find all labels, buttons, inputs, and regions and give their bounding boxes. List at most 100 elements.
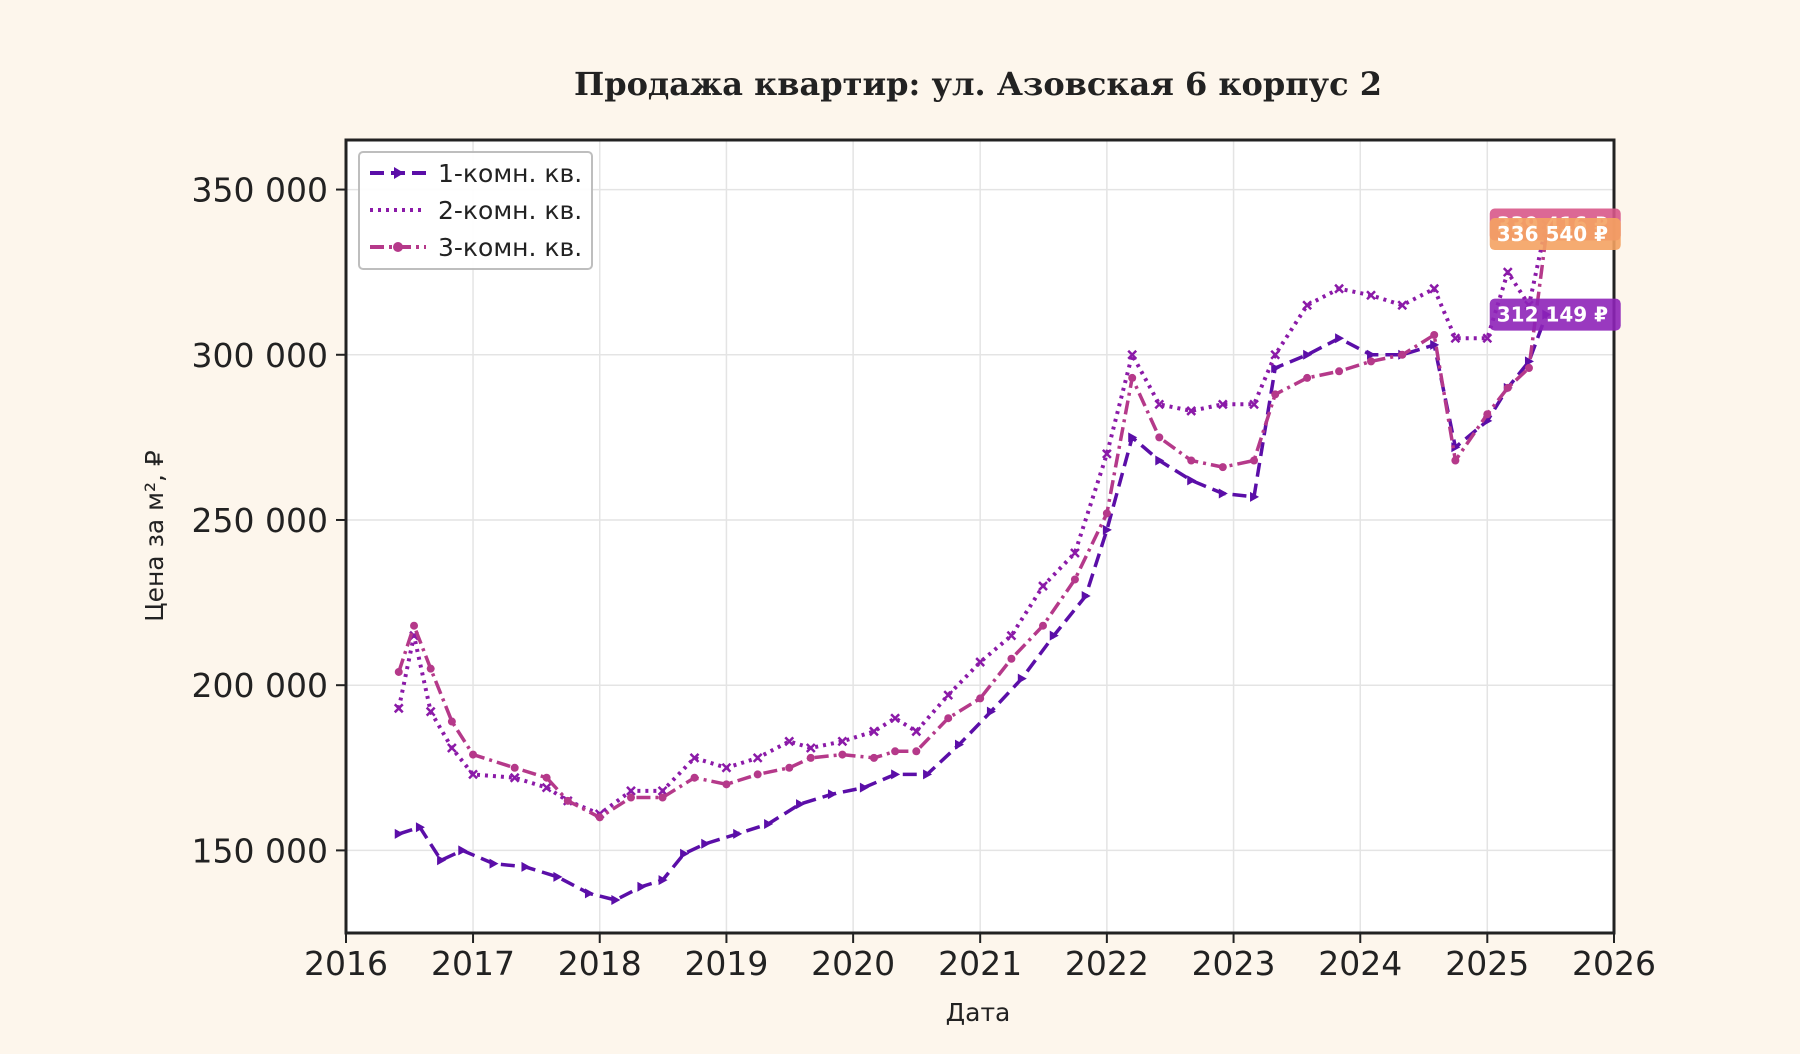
series-line xyxy=(398,313,1548,902)
data-point xyxy=(752,752,763,763)
series-3 xyxy=(394,230,1551,822)
data-point xyxy=(785,763,794,772)
data-point xyxy=(680,848,690,859)
x-tick-label: 2017 xyxy=(431,944,515,983)
data-point xyxy=(1430,330,1439,339)
legend: 1-комн. кв. 2-комн. кв. 3-комн. кв. xyxy=(358,151,593,270)
data-point xyxy=(1155,455,1165,466)
data-point xyxy=(721,762,732,773)
data-point xyxy=(1102,509,1111,518)
data-point xyxy=(1249,399,1259,410)
data-point xyxy=(1366,290,1376,301)
data-point xyxy=(394,667,403,676)
data-point xyxy=(954,739,964,750)
end-label-text: 312 149 ₽ xyxy=(1497,303,1608,327)
data-point xyxy=(1270,349,1281,360)
data-point xyxy=(784,736,795,747)
data-point xyxy=(1250,456,1259,465)
data-point xyxy=(1450,333,1461,344)
data-point xyxy=(912,747,921,756)
data-point xyxy=(1006,630,1017,641)
data-point xyxy=(690,773,699,782)
data-point xyxy=(753,770,762,779)
data-point xyxy=(1482,333,1493,344)
data-point xyxy=(468,769,478,780)
data-point xyxy=(658,875,668,886)
data-point xyxy=(657,786,668,796)
data-point xyxy=(838,750,847,759)
data-point xyxy=(976,694,985,703)
data-point xyxy=(469,750,478,759)
y-tick-label: 200 000 xyxy=(192,666,328,705)
data-point xyxy=(658,793,667,802)
data-point xyxy=(1271,390,1280,399)
data-point xyxy=(986,706,996,717)
data-point xyxy=(837,736,848,747)
data-point xyxy=(437,855,447,866)
legend-label: 1-комн. кв. xyxy=(438,159,582,188)
data-point xyxy=(1070,575,1079,584)
data-point xyxy=(563,796,572,805)
data-point xyxy=(1483,410,1492,419)
legend-box xyxy=(358,151,593,270)
data-point xyxy=(1218,463,1227,472)
data-point xyxy=(541,782,552,793)
data-point xyxy=(1007,654,1016,663)
end-label-text: 336 540 ₽ xyxy=(1497,222,1608,246)
data-point xyxy=(637,881,647,892)
data-point xyxy=(869,753,878,762)
data-point xyxy=(447,717,456,726)
y-tick-label: 150 000 xyxy=(192,831,328,870)
data-point xyxy=(891,769,901,780)
data-point xyxy=(944,714,953,723)
data-point xyxy=(1334,283,1344,294)
data-point xyxy=(553,871,563,882)
x-axis-label: Дата xyxy=(946,998,1011,1027)
y-tick-label: 250 000 xyxy=(192,501,328,540)
data-point xyxy=(1154,399,1165,410)
y-tick-label: 350 000 xyxy=(192,171,328,210)
data-point xyxy=(1186,406,1197,416)
legend-marker xyxy=(394,167,404,179)
data-point xyxy=(1524,363,1533,372)
data-point xyxy=(1303,373,1312,382)
y-tick-label: 300 000 xyxy=(192,336,328,375)
data-point xyxy=(923,769,933,780)
data-point xyxy=(1038,581,1048,591)
data-point xyxy=(1017,673,1027,684)
data-point xyxy=(1502,267,1513,278)
x-tick-label: 2020 xyxy=(811,944,895,983)
data-point xyxy=(806,753,815,762)
data-point xyxy=(1217,399,1228,410)
data-point xyxy=(1128,432,1138,443)
data-point xyxy=(1049,630,1059,641)
data-point xyxy=(1250,491,1260,502)
x-tick-label: 2025 xyxy=(1445,944,1529,983)
plot-frame xyxy=(344,138,1616,935)
data-point xyxy=(1303,349,1313,360)
x-tick-label: 2022 xyxy=(1065,944,1149,983)
data-point xyxy=(1429,283,1440,294)
data-point xyxy=(393,703,404,714)
data-point xyxy=(975,657,986,667)
data-point xyxy=(805,743,816,753)
data-point xyxy=(542,773,551,782)
data-point xyxy=(890,713,901,724)
data-point xyxy=(1070,548,1080,558)
data-point xyxy=(733,828,743,839)
data-point xyxy=(611,894,621,905)
data-point xyxy=(425,706,436,717)
end-label: 312 149 ₽ xyxy=(1489,298,1621,331)
data-point xyxy=(1335,367,1344,376)
x-tick-label: 2021 xyxy=(938,944,1022,983)
data-point xyxy=(458,845,468,856)
data-point xyxy=(1271,362,1281,373)
data-point xyxy=(869,726,879,737)
data-point xyxy=(1430,339,1440,350)
data-point xyxy=(1451,456,1460,465)
series-line xyxy=(396,224,1549,816)
data-point xyxy=(1187,456,1196,465)
data-point xyxy=(1218,488,1228,499)
x-tick-label: 2026 xyxy=(1572,944,1656,983)
